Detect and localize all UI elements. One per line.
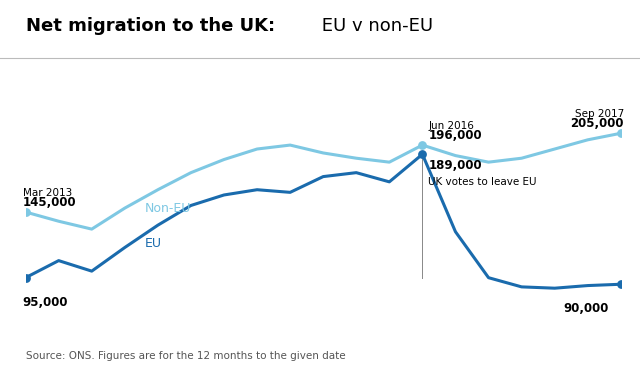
Text: 205,000: 205,000 bbox=[570, 117, 624, 130]
Point bbox=[616, 281, 626, 287]
Text: Jun 2016: Jun 2016 bbox=[428, 121, 474, 131]
Text: PA: PA bbox=[596, 336, 618, 351]
Text: Sep 2017: Sep 2017 bbox=[575, 109, 624, 119]
Text: 196,000: 196,000 bbox=[428, 129, 482, 142]
Text: 189,000: 189,000 bbox=[428, 159, 482, 172]
Text: Mar 2013: Mar 2013 bbox=[22, 187, 72, 198]
Text: UK votes to leave EU: UK votes to leave EU bbox=[428, 177, 537, 187]
Text: Source: ONS. Figures are for the 12 months to the given date: Source: ONS. Figures are for the 12 mont… bbox=[26, 351, 345, 361]
Text: 90,000: 90,000 bbox=[564, 302, 609, 315]
Text: 95,000: 95,000 bbox=[22, 295, 68, 308]
Text: EU v non-EU: EU v non-EU bbox=[316, 17, 433, 35]
Text: Net migration to the UK:: Net migration to the UK: bbox=[26, 17, 275, 35]
Point bbox=[20, 275, 31, 280]
Point bbox=[417, 151, 428, 157]
Point bbox=[616, 130, 626, 136]
Text: EU: EU bbox=[145, 237, 162, 250]
Text: Non-EU: Non-EU bbox=[145, 202, 191, 215]
Point bbox=[417, 142, 428, 148]
Text: 145,000: 145,000 bbox=[22, 196, 76, 209]
Point bbox=[20, 209, 31, 215]
